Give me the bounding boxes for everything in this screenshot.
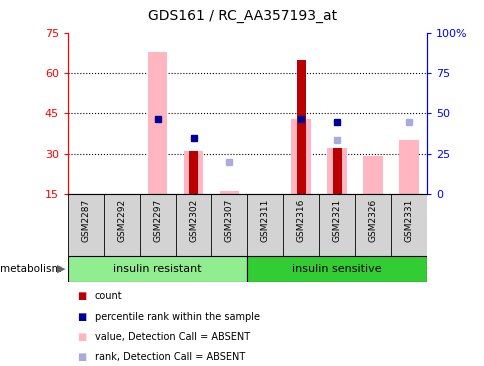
Text: GSM2292: GSM2292	[117, 199, 126, 242]
Bar	[363, 156, 382, 194]
Bar	[247, 256, 426, 282]
Text: GSM2331: GSM2331	[404, 199, 412, 242]
Text: GDS161 / RC_AA357193_at: GDS161 / RC_AA357193_at	[148, 9, 336, 23]
Text: GSM2321: GSM2321	[332, 199, 341, 242]
Text: ■: ■	[77, 352, 87, 362]
Text: GSM2302: GSM2302	[189, 199, 197, 242]
Text: GSM2307: GSM2307	[225, 199, 233, 242]
Bar	[332, 148, 341, 194]
Bar	[398, 140, 418, 194]
Text: ▶: ▶	[57, 264, 65, 274]
Text: GSM2326: GSM2326	[368, 199, 377, 242]
Bar	[189, 151, 197, 194]
Text: GSM2287: GSM2287	[81, 199, 90, 242]
Text: ■: ■	[77, 291, 87, 302]
Bar	[183, 151, 203, 194]
Text: GSM2316: GSM2316	[296, 199, 305, 242]
Text: count: count	[94, 291, 122, 302]
Text: ■: ■	[77, 311, 87, 322]
Bar	[291, 119, 310, 194]
Text: GSM2297: GSM2297	[153, 199, 162, 242]
Bar	[327, 148, 346, 194]
Text: rank, Detection Call = ABSENT: rank, Detection Call = ABSENT	[94, 352, 244, 362]
Bar	[148, 52, 167, 194]
Bar	[219, 191, 239, 194]
Text: GSM2311: GSM2311	[260, 199, 269, 242]
Text: insulin resistant: insulin resistant	[113, 264, 201, 274]
Text: ■: ■	[77, 332, 87, 342]
Text: percentile rank within the sample: percentile rank within the sample	[94, 311, 259, 322]
Text: value, Detection Call = ABSENT: value, Detection Call = ABSENT	[94, 332, 249, 342]
Text: insulin sensitive: insulin sensitive	[292, 264, 381, 274]
Bar	[296, 60, 305, 194]
Text: metabolism: metabolism	[0, 264, 61, 274]
Bar	[68, 256, 247, 282]
